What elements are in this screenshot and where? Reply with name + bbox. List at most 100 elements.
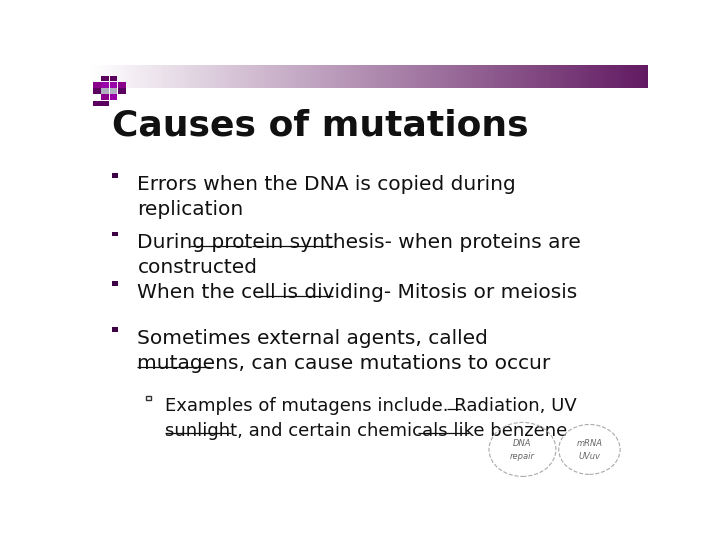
Bar bbox=[406, 65, 409, 87]
Bar bbox=[593, 65, 595, 87]
Bar bbox=[304, 65, 306, 87]
Bar bbox=[263, 65, 266, 87]
Bar bbox=[467, 65, 470, 87]
Bar bbox=[622, 65, 624, 87]
Bar bbox=[258, 65, 260, 87]
Bar bbox=[557, 65, 559, 87]
Bar bbox=[572, 65, 574, 87]
Bar bbox=[220, 65, 222, 87]
Bar bbox=[190, 65, 193, 87]
Bar bbox=[579, 65, 582, 87]
Bar bbox=[445, 65, 448, 87]
Bar bbox=[105, 65, 107, 87]
Bar bbox=[198, 65, 200, 87]
Bar bbox=[282, 65, 284, 87]
Bar bbox=[278, 65, 280, 87]
Bar bbox=[436, 65, 438, 87]
Bar bbox=[561, 65, 563, 87]
Bar bbox=[163, 65, 165, 87]
Bar bbox=[620, 65, 623, 87]
Bar bbox=[492, 65, 494, 87]
Bar bbox=[204, 65, 206, 87]
Bar bbox=[330, 65, 333, 87]
Bar bbox=[199, 65, 202, 87]
Bar bbox=[311, 65, 314, 87]
Bar bbox=[92, 65, 94, 87]
Bar bbox=[520, 65, 522, 87]
Bar bbox=[390, 65, 392, 87]
Bar bbox=[377, 65, 379, 87]
Bar bbox=[501, 65, 503, 87]
Bar bbox=[256, 65, 258, 87]
Bar bbox=[132, 65, 135, 87]
Bar bbox=[101, 65, 104, 87]
Text: Errors when the DNA is copied during: Errors when the DNA is copied during bbox=[138, 175, 516, 194]
Bar bbox=[611, 65, 613, 87]
Bar bbox=[577, 65, 580, 87]
Bar bbox=[164, 65, 167, 87]
Bar bbox=[495, 65, 498, 87]
Bar bbox=[103, 65, 105, 87]
Bar bbox=[101, 94, 109, 100]
Bar bbox=[324, 65, 327, 87]
Bar bbox=[421, 65, 423, 87]
Bar bbox=[297, 65, 299, 87]
Bar bbox=[536, 65, 539, 87]
Bar bbox=[451, 65, 454, 87]
Bar bbox=[320, 65, 323, 87]
Bar bbox=[189, 65, 191, 87]
Bar bbox=[172, 65, 174, 87]
Bar bbox=[481, 65, 483, 87]
Bar bbox=[472, 65, 474, 87]
Bar bbox=[300, 65, 302, 87]
Bar bbox=[252, 65, 254, 87]
Bar bbox=[109, 94, 117, 100]
Bar bbox=[555, 65, 557, 87]
Bar bbox=[631, 65, 634, 87]
Bar bbox=[453, 65, 455, 87]
Bar bbox=[534, 65, 537, 87]
Text: When the cell is dividing- Mitosis or meiosis: When the cell is dividing- Mitosis or me… bbox=[138, 283, 577, 302]
Bar bbox=[114, 65, 117, 87]
Bar bbox=[646, 65, 649, 87]
Bar bbox=[583, 65, 585, 87]
Bar bbox=[352, 65, 355, 87]
Bar bbox=[361, 65, 364, 87]
Bar bbox=[109, 76, 117, 82]
Bar bbox=[202, 65, 204, 87]
Bar bbox=[547, 65, 550, 87]
Bar bbox=[196, 65, 199, 87]
Bar bbox=[179, 65, 181, 87]
Bar bbox=[90, 65, 92, 87]
Bar bbox=[613, 65, 615, 87]
Bar bbox=[326, 65, 328, 87]
Bar bbox=[380, 65, 382, 87]
Bar bbox=[135, 65, 137, 87]
Bar bbox=[166, 65, 168, 87]
Bar bbox=[313, 65, 315, 87]
Bar bbox=[641, 65, 643, 87]
Bar bbox=[339, 65, 342, 87]
Bar bbox=[137, 65, 139, 87]
Bar bbox=[265, 65, 267, 87]
Bar bbox=[503, 65, 505, 87]
Bar bbox=[393, 65, 395, 87]
Bar bbox=[590, 65, 593, 87]
Bar bbox=[93, 100, 101, 106]
Bar bbox=[261, 65, 264, 87]
Bar bbox=[518, 65, 521, 87]
Bar bbox=[395, 65, 397, 87]
Bar bbox=[96, 65, 98, 87]
Bar bbox=[387, 65, 390, 87]
Bar bbox=[315, 65, 318, 87]
Bar bbox=[427, 65, 429, 87]
Bar bbox=[125, 65, 127, 87]
Bar bbox=[378, 65, 381, 87]
Bar bbox=[531, 65, 534, 87]
Bar bbox=[544, 65, 546, 87]
Bar bbox=[294, 65, 297, 87]
Bar bbox=[423, 65, 426, 87]
Bar bbox=[348, 65, 351, 87]
Bar bbox=[533, 65, 535, 87]
Bar bbox=[386, 65, 388, 87]
